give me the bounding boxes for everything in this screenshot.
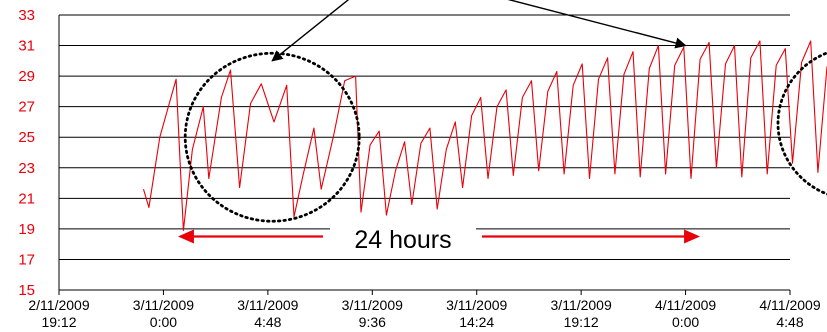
double-arrow-left-head <box>177 229 194 244</box>
callout-arrow <box>271 0 350 62</box>
x-tick-label-line: 3/11/2009 <box>237 297 298 313</box>
y-tick-label: 33 <box>18 7 35 24</box>
hours-label-background <box>330 220 476 252</box>
y-tick-label: 21 <box>18 190 35 207</box>
y-tick-label: 15 <box>18 282 35 299</box>
y-tick-label: 25 <box>18 129 35 146</box>
x-tick-label: 3/11/2009 0:00 <box>133 297 194 330</box>
x-tick-label-line: 3/11/2009 <box>133 297 194 313</box>
x-tick-label: 3/11/2009 4:48 <box>237 297 298 330</box>
y-axis-ticks: 15 17 19 21 23 25 27 29 31 33 <box>18 7 35 299</box>
x-tick-label-line: 4/11/2009 <box>655 297 716 313</box>
x-tick-label-line: 3/11/2009 <box>446 297 507 313</box>
x-tick-label-line: 0:00 <box>150 314 177 330</box>
hours-label: 24 hours <box>354 226 451 254</box>
x-tick-label: 4/11/2009 0:00 <box>655 297 716 330</box>
y-tick-label: 27 <box>18 99 35 116</box>
callout-arrow <box>507 0 687 49</box>
dotted-circle <box>776 51 827 196</box>
series-layer <box>142 40 827 231</box>
y-tick-label: 17 <box>18 251 35 268</box>
series-line <box>142 40 827 231</box>
x-tick-label-line: 4:48 <box>254 314 281 330</box>
x-tick-label-line: 4:48 <box>776 314 803 330</box>
x-tick-label-line: 2/11/2009 <box>28 297 89 313</box>
x-tick-label-line: 14:24 <box>459 314 494 330</box>
double-arrow-right-head <box>684 229 701 244</box>
x-tick-label: 4/11/2009 4:48 <box>759 297 820 330</box>
x-tick-label: 3/11/2009 19:12 <box>551 297 612 330</box>
x-tick-label: 3/11/2009 9:36 <box>342 297 403 330</box>
x-tick-label-line: 19:12 <box>41 314 76 330</box>
x-tick-label-line: 4/11/2009 <box>759 297 820 313</box>
x-tick-label-line: 3/11/2009 <box>342 297 403 313</box>
y-tick-label: 29 <box>18 68 35 85</box>
x-tick-label: 2/11/2009 19:12 <box>28 297 89 330</box>
x-tick-label-line: 0:00 <box>672 314 699 330</box>
x-axis-ticks: 2/11/2009 19:123/11/2009 0:003/11/2009 4:48… <box>28 290 821 330</box>
x-tick-label-line: 3/11/2009 <box>551 297 612 313</box>
y-tick-label: 19 <box>18 221 35 238</box>
y-tick-label: 31 <box>18 38 35 55</box>
y-tick-label: 23 <box>18 160 35 177</box>
x-tick-label-line: 19:12 <box>564 314 599 330</box>
annotations: 24 hours <box>177 0 827 254</box>
x-tick-label-line: 9:36 <box>359 314 386 330</box>
x-tick-label: 3/11/2009 14:24 <box>446 297 507 330</box>
